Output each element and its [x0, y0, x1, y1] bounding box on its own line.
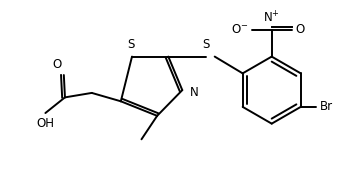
- Text: N$^{+}$: N$^{+}$: [263, 11, 280, 26]
- Text: Br: Br: [320, 100, 333, 113]
- Text: N: N: [190, 86, 199, 99]
- Text: O: O: [295, 23, 304, 36]
- Text: O$^{-}$: O$^{-}$: [231, 23, 249, 36]
- Text: O: O: [52, 58, 62, 71]
- Text: S: S: [202, 38, 210, 51]
- Text: S: S: [127, 38, 135, 51]
- Text: OH: OH: [36, 117, 55, 130]
